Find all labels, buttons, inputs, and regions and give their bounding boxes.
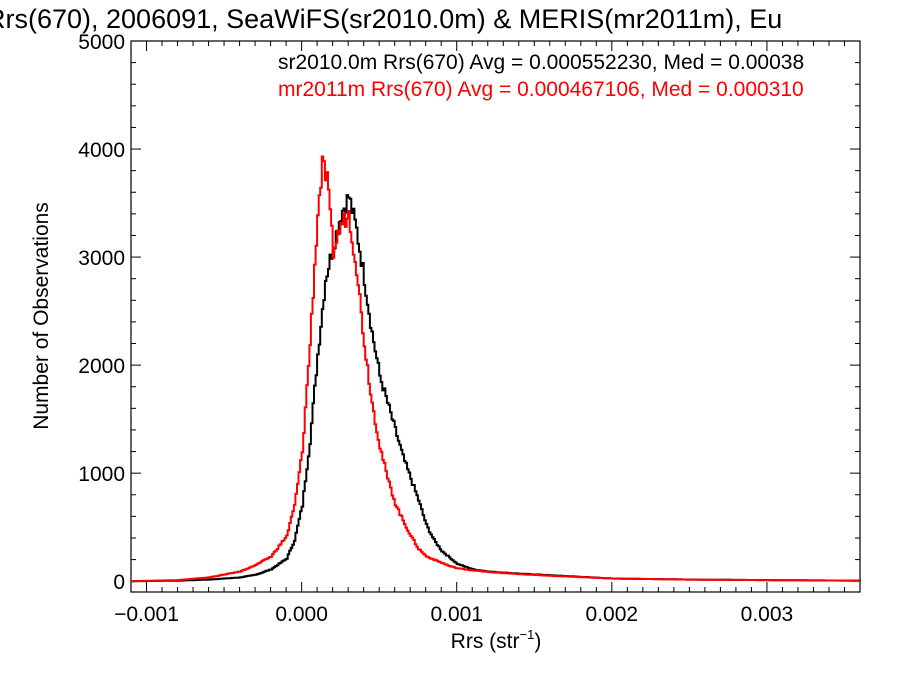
plot-frame bbox=[130, 40, 861, 593]
x-tick-label: −0.001 bbox=[114, 603, 179, 626]
x-tick-label: 0.003 bbox=[741, 603, 794, 626]
x-axis-label-sup: −1 bbox=[520, 627, 535, 642]
chart-title: Rrs(670), 2006091, SeaWiFS(sr2010.0m) & … bbox=[0, 4, 782, 34]
x-axis-label-close: ) bbox=[534, 630, 541, 653]
y-axis-label: Number of Observations bbox=[30, 202, 53, 430]
series-group bbox=[131, 155, 861, 583]
y-axis-ticks: 0 1000 2000 3000 4000 5000 bbox=[78, 31, 860, 594]
series-line-sr2010.0m bbox=[131, 194, 861, 583]
y-tick-label: 5000 bbox=[78, 31, 125, 54]
x-axis-ticks: −0.001 0.000 0.001 0.002 0.003 bbox=[114, 41, 861, 626]
x-tick-label: 0.000 bbox=[275, 603, 328, 626]
x-tick-label: 0.001 bbox=[430, 603, 483, 626]
y-tick-label: 0 bbox=[113, 571, 125, 594]
y-tick-label: 1000 bbox=[78, 463, 125, 486]
annotation-mr2011: mr2011m Rrs(670) Avg = 0.000467106, Med … bbox=[278, 78, 804, 101]
y-tick-label: 2000 bbox=[78, 355, 125, 378]
y-tick-label: 3000 bbox=[78, 247, 125, 270]
x-tick-label: 0.002 bbox=[586, 603, 639, 626]
x-axis-label: Rrs (str−1) bbox=[451, 627, 542, 653]
series-line-mr2011m bbox=[131, 155, 860, 583]
x-axis-label-main: Rrs (str bbox=[451, 630, 520, 653]
y-tick-label: 4000 bbox=[78, 139, 125, 162]
annotation-sr2010: sr2010.0m Rrs(670) Avg = 0.000552230, Me… bbox=[278, 51, 804, 74]
